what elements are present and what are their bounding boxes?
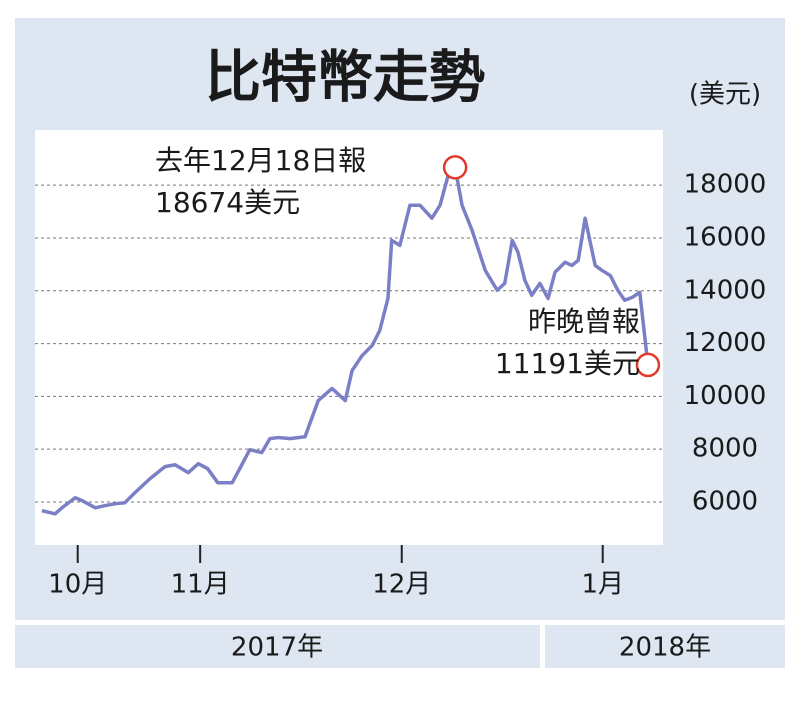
x-tick-label: 10月 — [48, 570, 107, 600]
annotation: 18674美元 — [155, 186, 300, 219]
annotation: 昨晚曾報 — [528, 305, 640, 338]
x-tick-label: 11月 — [171, 570, 230, 600]
year-label: 2017年 — [231, 633, 323, 663]
year-band — [545, 625, 785, 668]
year-band — [15, 625, 540, 668]
chart-title: 比特幣走勢 — [205, 45, 485, 111]
annotation: 11191美元 — [495, 347, 640, 380]
annotation: 去年12月18日報 — [155, 144, 366, 177]
y-tick-label: 8000 — [692, 434, 758, 464]
y-tick-label: 6000 — [692, 486, 758, 516]
highlight-marker — [442, 155, 468, 180]
y-tick-label: 14000 — [684, 275, 767, 305]
highlight-marker — [635, 352, 661, 378]
y-tick-label: 18000 — [684, 170, 767, 200]
price-line — [41, 165, 650, 516]
plot-area — [35, 130, 663, 545]
x-tick-label: 1月 — [581, 570, 624, 600]
y-tick-label: 10000 — [684, 381, 767, 411]
unit-label: (美元) — [689, 80, 761, 110]
x-tick-label: 12月 — [372, 570, 431, 600]
year-label: 2018年 — [619, 633, 711, 663]
y-tick-label: 12000 — [684, 328, 767, 358]
y-tick-label: 16000 — [684, 222, 767, 252]
